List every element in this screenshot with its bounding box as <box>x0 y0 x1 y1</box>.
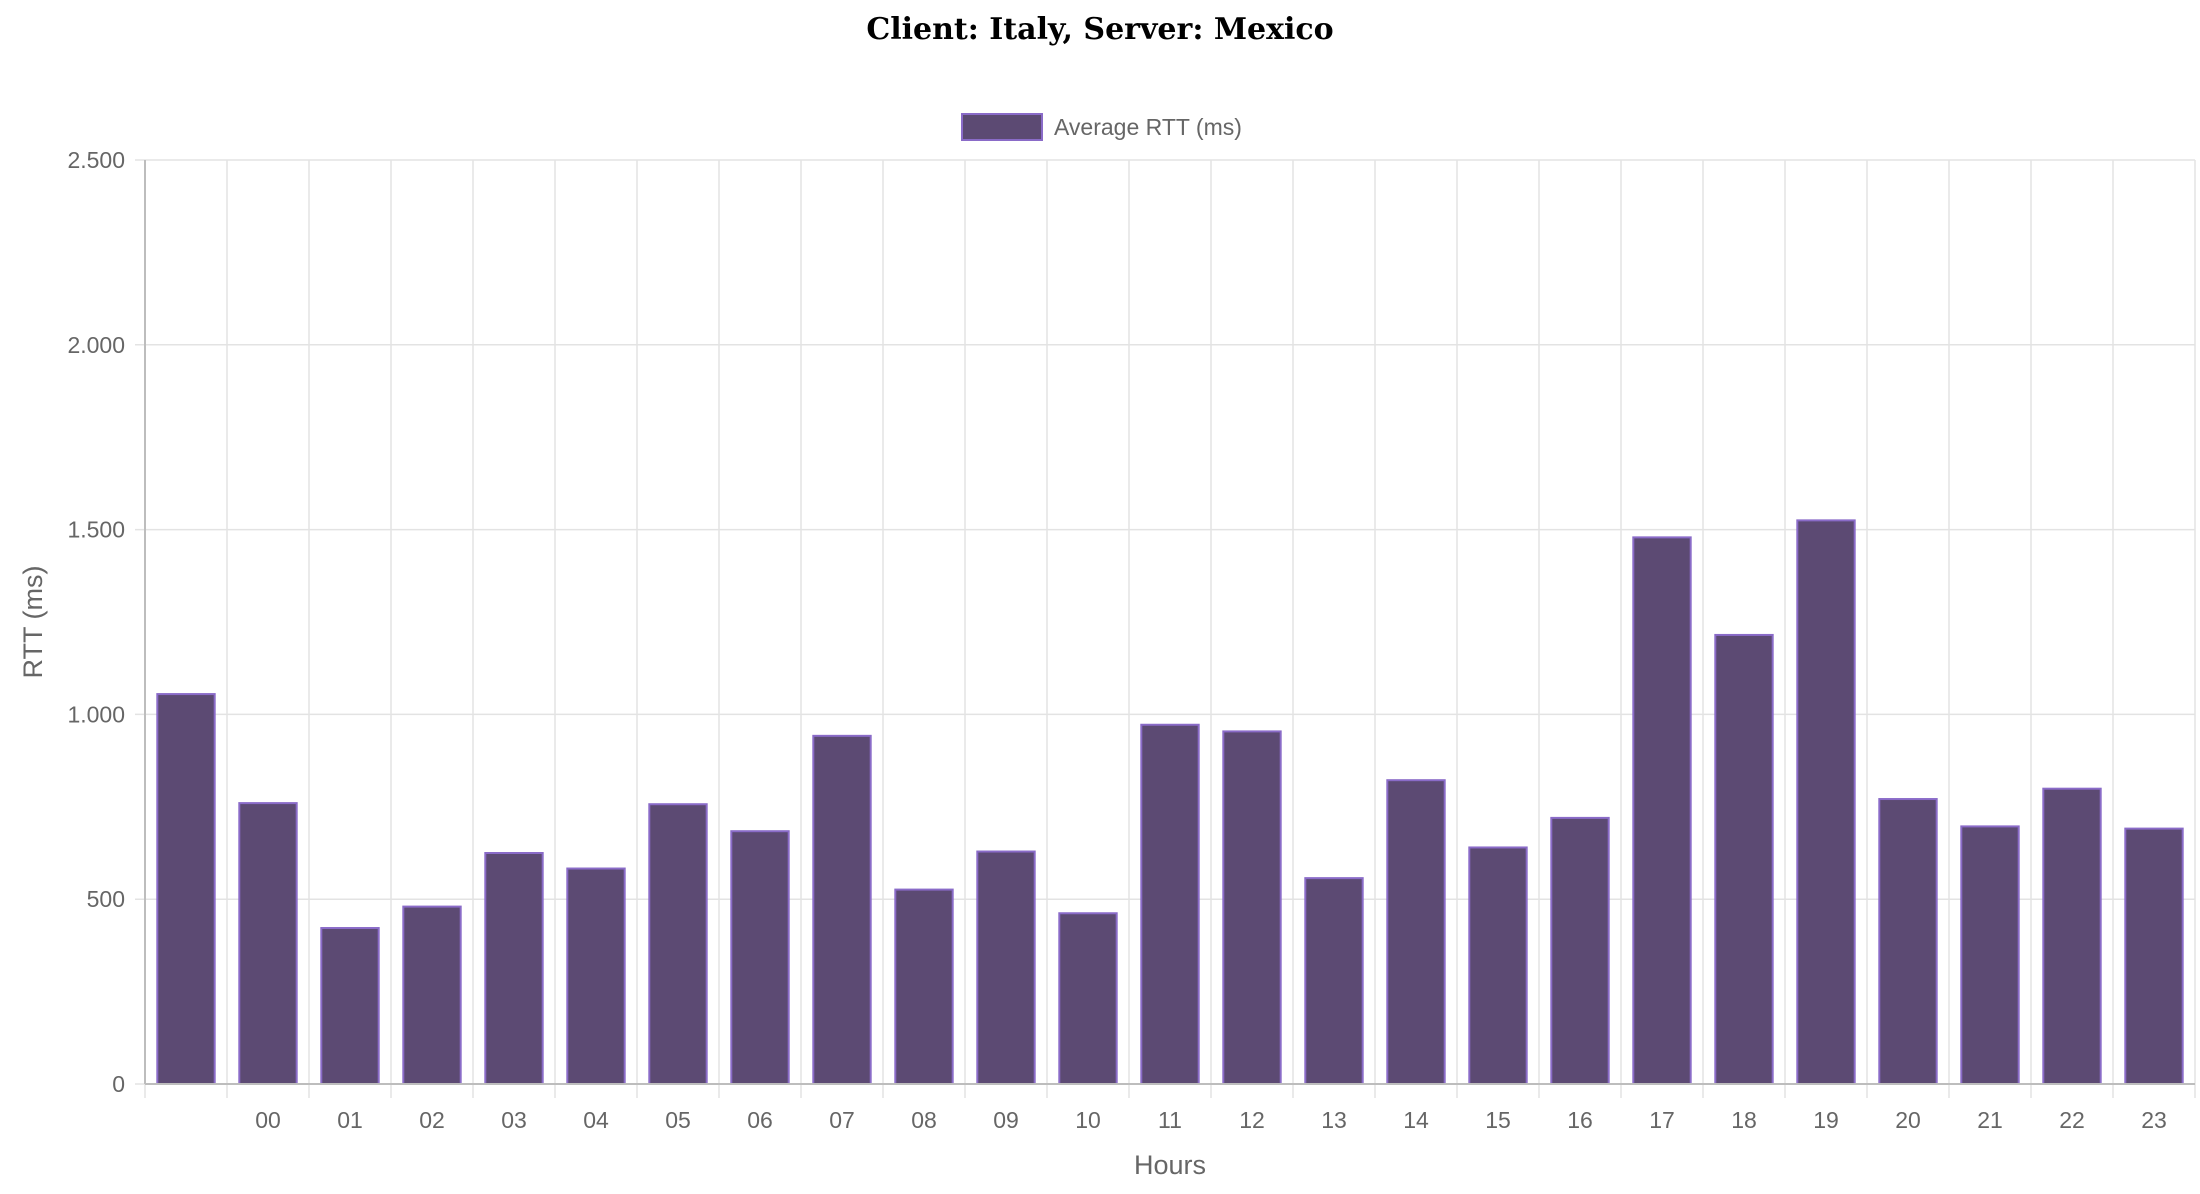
x-tick-label: 04 <box>583 1107 609 1133</box>
bar[interactable] <box>402 905 462 1085</box>
chart-title: Client: Italy, Server: Mexico <box>866 12 1334 47</box>
x-tick-label: 19 <box>1813 1107 1839 1133</box>
y-tick-label: 2.500 <box>67 147 125 173</box>
bars <box>156 519 2184 1086</box>
bar[interactable] <box>1386 779 1446 1085</box>
x-tick-label: 01 <box>337 1107 363 1133</box>
bar[interactable] <box>730 830 790 1085</box>
bar[interactable] <box>1796 519 1856 1085</box>
bar[interactable] <box>1222 730 1282 1085</box>
x-tick-label: 07 <box>829 1107 855 1133</box>
x-tick-label: 11 <box>1158 1107 1182 1133</box>
bar[interactable] <box>320 927 380 1086</box>
grid-lines <box>135 159 2196 1098</box>
x-tick-label: 13 <box>1321 1107 1347 1133</box>
legend[interactable]: Average RTT (ms) <box>961 113 1242 141</box>
x-tick-label: 03 <box>501 1107 527 1133</box>
bar[interactable] <box>2124 827 2184 1085</box>
x-tick-label: 16 <box>1567 1107 1593 1133</box>
x-tick-label: 23 <box>2141 1107 2167 1133</box>
x-tick-label: 02 <box>419 1107 445 1133</box>
bar[interactable] <box>484 852 544 1085</box>
x-tick-label: 14 <box>1403 1107 1429 1133</box>
bar[interactable] <box>976 850 1036 1085</box>
bar[interactable] <box>1058 912 1118 1086</box>
bar[interactable] <box>566 867 626 1085</box>
y-tick-label: 1.500 <box>67 517 125 543</box>
bar[interactable] <box>1304 877 1364 1086</box>
bar[interactable] <box>1550 816 1610 1085</box>
x-tick-label: 20 <box>1895 1107 1921 1133</box>
x-tick-label: 22 <box>2059 1107 2085 1133</box>
axes: 0 500 1.000 1.500 2.000 2.500 00 01 02 03 04 05 06 07… <box>67 147 2195 1133</box>
x-tick-label: 12 <box>1239 1107 1265 1133</box>
bar[interactable] <box>2042 787 2102 1085</box>
bar[interactable] <box>812 734 872 1085</box>
y-tick-label: 0 <box>112 1071 125 1097</box>
x-tick-label: 10 <box>1075 1107 1101 1133</box>
bar[interactable] <box>1468 846 1528 1085</box>
bar[interactable] <box>238 802 298 1085</box>
x-tick-label: 21 <box>1977 1107 2003 1133</box>
x-tick-label: 08 <box>911 1107 937 1133</box>
bar[interactable] <box>1878 798 1938 1085</box>
bar[interactable] <box>648 803 708 1086</box>
x-tick-label: 00 <box>255 1107 281 1133</box>
legend-swatch[interactable] <box>961 113 1043 141</box>
y-tick-label: 500 <box>87 886 125 912</box>
x-tick-label: 15 <box>1485 1107 1511 1133</box>
bar[interactable] <box>1960 825 2020 1085</box>
bar[interactable] <box>894 888 954 1085</box>
x-tick-label: 05 <box>665 1107 691 1133</box>
bar[interactable] <box>1632 536 1692 1085</box>
bar[interactable] <box>156 693 216 1086</box>
bar[interactable] <box>1714 633 1774 1085</box>
y-tick-label: 2.000 <box>67 332 125 358</box>
x-tick-label: 06 <box>747 1107 773 1133</box>
x-tick-label: 17 <box>1649 1107 1675 1133</box>
x-tick-label: 09 <box>993 1107 1019 1133</box>
bar[interactable] <box>1140 723 1200 1085</box>
y-axis-title: RTT (ms) <box>18 566 48 679</box>
y-tick-label: 1.000 <box>67 701 125 727</box>
legend-label[interactable]: Average RTT (ms) <box>1054 114 1242 140</box>
x-axis-title: Hours <box>1134 1150 1206 1180</box>
x-tick-label: 18 <box>1731 1107 1757 1133</box>
